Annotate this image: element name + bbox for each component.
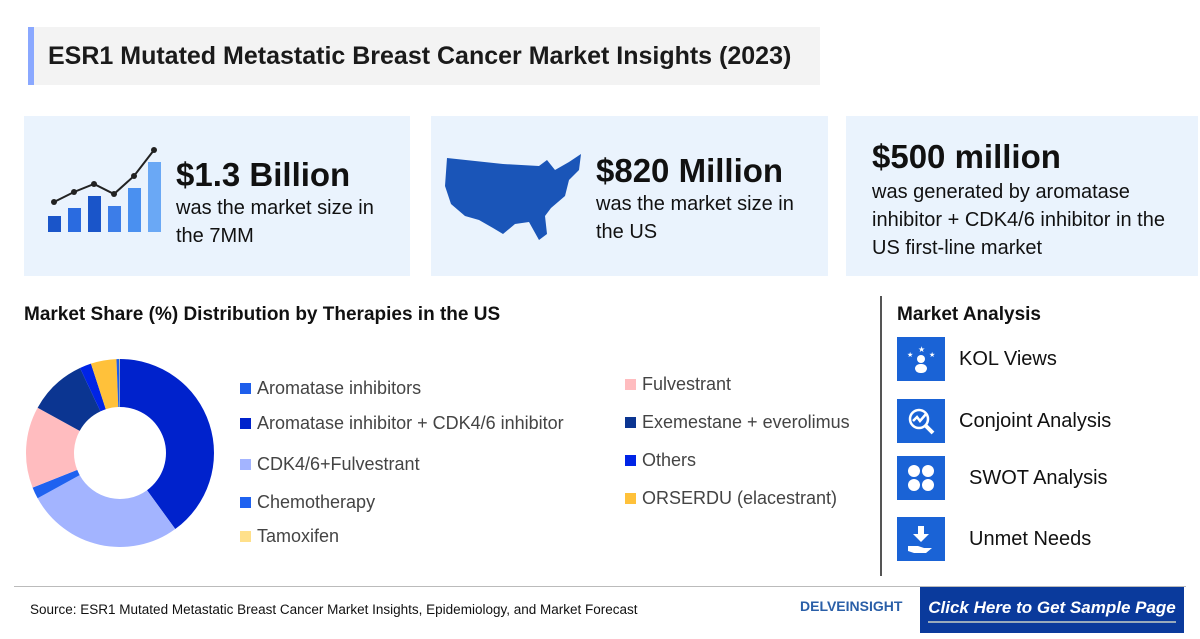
legend-swatch [240, 418, 251, 429]
legend-item: Exemestane + everolimus [625, 412, 850, 433]
svg-text:★: ★ [918, 345, 925, 354]
kol-views-label: KOL Views [959, 347, 1057, 370]
card-value: $500 million [872, 138, 1061, 175]
legend-item: Fulvestrant [625, 374, 731, 395]
source-text: Source: ESR1 Mutated Metastatic Breast C… [30, 602, 638, 617]
card-first-line: $500 million was generated by aromatase … [846, 116, 1198, 276]
us-map-icon [445, 154, 581, 240]
legend-item: Chemotherapy [240, 492, 375, 513]
card-text: was the market size in the US [596, 193, 794, 243]
market-analysis-title: Market Analysis [897, 304, 1041, 325]
card-7mm: $1.3 Billion was the market size in the … [24, 116, 410, 276]
delveinsight-logo: DELVEINSIGHT [800, 598, 903, 614]
card-text: was generated by aromatase inhibitor + C… [872, 181, 1165, 259]
chart-title: Market Share (%) Distribution by Therapi… [24, 304, 501, 325]
legend-swatch [240, 383, 251, 394]
legend-item: Others [625, 450, 696, 471]
legend-swatch [240, 459, 251, 470]
donut-slice-exemestane-everolimus [37, 367, 101, 431]
legend-swatch [240, 531, 251, 542]
legend-item: ORSERDU (elacestrant) [625, 488, 837, 509]
card-us: $820 Million was the market size in the … [431, 116, 828, 276]
unmet-needs-item[interactable]: Unmet Needs [897, 517, 1091, 561]
donut-slice-cdk4-6-fulvestrant [37, 475, 176, 547]
unmet-needs-icon [897, 517, 945, 561]
conjoint-icon [897, 399, 945, 443]
card-value: $820 Million [596, 152, 784, 189]
page-title: ESR1 Mutated Metastatic Breast Cancer Ma… [28, 27, 820, 85]
card-value: $1.3 Billion [176, 156, 351, 193]
legend-swatch [625, 417, 636, 428]
svg-text:★: ★ [907, 351, 913, 359]
swot-icon [897, 456, 945, 500]
legend-item: CDK4/6+Fulvestrant [240, 454, 420, 475]
donut-slice-others [79, 363, 106, 412]
cta-label: Click Here to Get Sample Page [928, 598, 1176, 623]
legend-swatch [240, 497, 251, 508]
donut-chart [26, 359, 214, 547]
legend-label: Chemotherapy [257, 492, 376, 512]
card-text: was the market size in the 7MM [176, 197, 374, 247]
legend-swatch [625, 455, 636, 466]
swot-analysis-item[interactable]: SWOT Analysis [897, 456, 1108, 500]
divider [880, 296, 882, 576]
legend-item: Tamoxifen [240, 526, 339, 547]
donut-slice-tamoxifen [119, 359, 120, 408]
get-sample-page-button[interactable]: Click Here to Get Sample Page [920, 587, 1184, 633]
conjoint-analysis-item[interactable]: Conjoint Analysis [897, 399, 1111, 443]
donut-slice-aromatase-inhibitors [116, 359, 120, 408]
unmet-needs-label: Unmet Needs [969, 527, 1092, 550]
kol-views-item[interactable]: ★ ★ ★ KOL Views [897, 337, 1057, 381]
legend-label: Tamoxifen [257, 526, 340, 546]
legend-label: Others [642, 450, 697, 470]
donut-slice-orserdu-elacestrant- [90, 359, 119, 410]
footer-divider [14, 586, 1186, 587]
legend-label: Aromatase inhibitor + CDK4/6 inhibitor [257, 413, 564, 433]
conjoint-analysis-label: Conjoint Analysis [959, 409, 1112, 432]
legend-label: Fulvestrant [642, 374, 732, 394]
legend-swatch [625, 379, 636, 390]
legend-label: ORSERDU (elacestrant) [642, 488, 838, 508]
legend-label: Exemestane + everolimus [642, 412, 850, 432]
legend-item: Aromatase inhibitors [240, 378, 421, 399]
swot-analysis-label: SWOT Analysis [969, 466, 1108, 489]
legend-item: Aromatase inhibitor + CDK4/6 inhibitor [240, 413, 564, 434]
donut-slice-chemotherapy [32, 469, 80, 499]
bar-chart-icon [48, 147, 161, 232]
donut-slice-aromatase-inhibitor-cdk4-6-inhibitor [120, 359, 214, 530]
legend-label: CDK4/6+Fulvestrant [257, 454, 420, 474]
legend-swatch [625, 493, 636, 504]
svg-text:★: ★ [929, 351, 935, 359]
legend-label: Aromatase inhibitors [257, 378, 422, 398]
donut-slice-fulvestrant [26, 407, 80, 488]
kol-icon: ★ ★ ★ [897, 337, 945, 381]
